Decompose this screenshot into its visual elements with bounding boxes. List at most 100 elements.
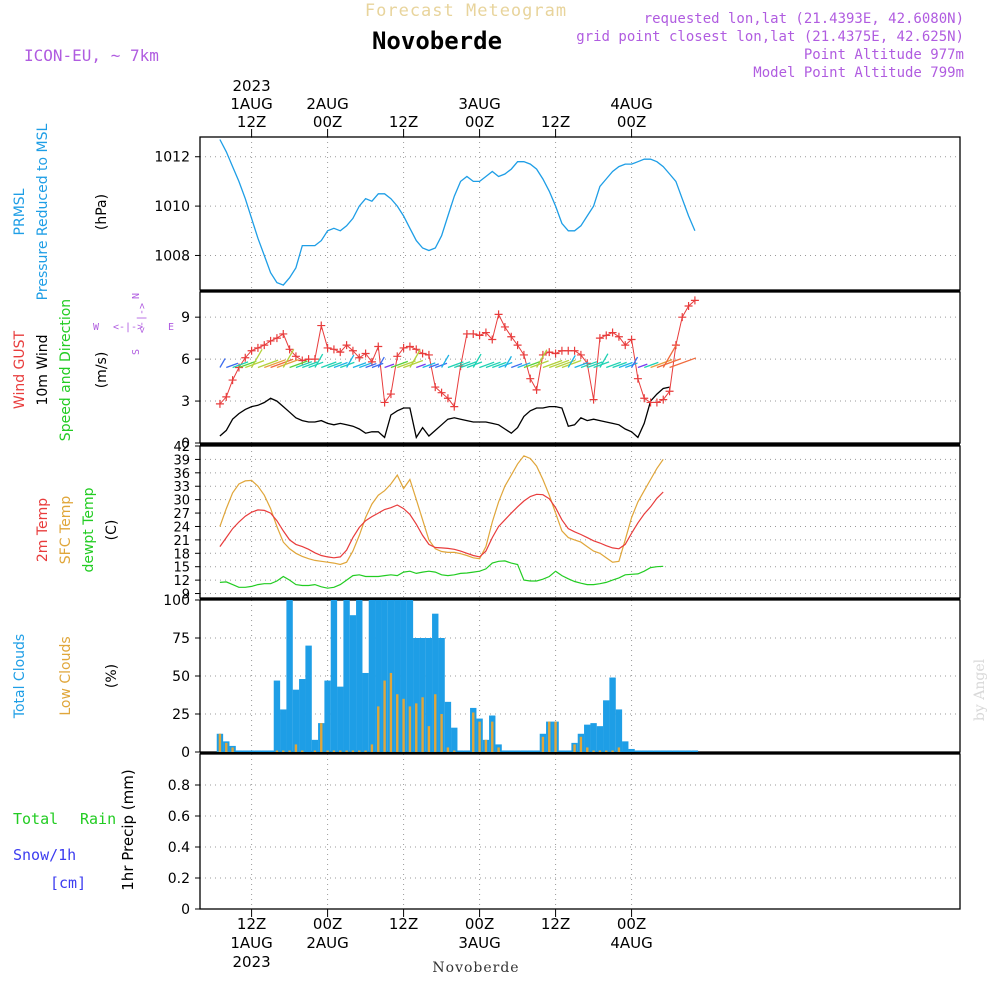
wind-gust-marker	[361, 349, 370, 358]
x-tick-label-top: 12Z	[541, 113, 570, 131]
wind-direction-arrow	[542, 359, 563, 369]
y-tick-label: 50	[172, 669, 190, 685]
x-date-label-bottom: 4AUG	[610, 934, 652, 952]
wind-gust-marker	[570, 346, 579, 355]
total-cloud-bar	[615, 709, 623, 752]
wind-gust-marker	[614, 332, 623, 341]
compass-e: E	[168, 322, 174, 333]
wind-gust-marker	[659, 395, 668, 404]
wind-gust-marker	[633, 374, 642, 383]
wind-direction-arrow	[409, 349, 421, 368]
panel-frame-pressure	[199, 136, 961, 291]
y-tick-label: 100	[163, 593, 190, 609]
y-tick-label: 1010	[154, 199, 190, 215]
wind-gust-marker	[513, 341, 522, 350]
low-cloud-bar	[351, 750, 355, 752]
total-cloud-bar	[457, 750, 464, 752]
total-cloud-bar	[691, 750, 699, 752]
wind-gust-marker	[374, 342, 383, 351]
wind-gust-marker	[253, 343, 262, 352]
low-cloud-bar	[478, 721, 481, 752]
y-tick-label: 0.8	[168, 778, 190, 794]
y-tick-label: 33	[173, 480, 190, 495]
chart-title: Forecast Meteogram	[365, 1, 567, 21]
y-tick-label: 9	[182, 588, 190, 603]
wind-label-speed: Speed and Direction	[58, 299, 74, 441]
wind-direction-arrow	[625, 362, 638, 369]
wind-label-10m: 10m Wind	[35, 334, 51, 405]
wind-gust-marker	[272, 334, 281, 343]
low-cloud-bar	[491, 721, 494, 752]
wind-direction-arrow	[327, 361, 342, 369]
wind-gust-marker	[494, 310, 503, 319]
y-tick-label: 0	[181, 436, 190, 452]
total-cloud-bar	[280, 709, 287, 752]
precip-label-cm: [cm]	[50, 874, 86, 892]
wind-gust-marker	[342, 341, 351, 350]
wind-direction-arrow	[416, 363, 426, 369]
wind-direction-arrow	[612, 361, 627, 369]
x-tick-label-top: 00Z	[313, 113, 342, 131]
low-cloud-bar	[586, 747, 589, 752]
total-cloud-bar	[501, 750, 509, 752]
wind-direction-arrow	[390, 360, 409, 369]
low-cloud-bar	[345, 750, 348, 752]
total-cloud-bar	[394, 600, 401, 752]
wind-direction-arrow	[669, 357, 697, 369]
low-cloud-bar	[389, 672, 393, 752]
wind-gust-marker	[519, 350, 528, 359]
total-cloud-bar	[558, 750, 566, 752]
wind-direction-arrow	[536, 349, 548, 368]
wind-gust-marker	[431, 383, 440, 392]
total-cloud-bar	[419, 638, 426, 752]
wind-direction-arrow	[251, 348, 263, 368]
y-tick-label: 0	[181, 745, 190, 761]
low-cloud-bar	[218, 733, 222, 752]
wind-direction-arrow	[549, 359, 570, 369]
wind-gust-marker	[260, 341, 269, 350]
low-cloud-bar	[421, 697, 424, 752]
wind-direction-arrow	[428, 363, 440, 369]
wind-direction-arrow	[346, 354, 355, 368]
wind-gust-marker	[450, 402, 459, 411]
wind-gust-marker	[551, 349, 560, 358]
temp-label-sfc: SFC Temp	[58, 496, 74, 565]
wind-gust-marker	[640, 394, 649, 403]
low-cloud-bar	[225, 742, 228, 752]
wind-gust-marker	[424, 350, 433, 359]
y-tick-label: 42	[173, 440, 190, 455]
x-year-label-top: 2023	[233, 77, 271, 95]
total-cloud-bar	[432, 613, 439, 752]
total-cloud-bar	[647, 750, 654, 752]
low-cloud-bar	[364, 750, 367, 752]
total-cloud-bar	[406, 600, 414, 752]
total-cloud-bar	[603, 700, 610, 752]
wind-gust-marker	[437, 388, 446, 397]
y-tick-label: 36	[173, 467, 190, 482]
temp-label-2m: 2m Temp	[35, 498, 51, 562]
low-cloud-bar	[573, 744, 576, 752]
wind-direction-arrow	[422, 362, 436, 369]
wind-gust-marker	[500, 322, 509, 331]
total-cloud-bar	[672, 750, 680, 752]
wind-gust-marker	[317, 321, 326, 330]
low-cloud-bar	[548, 721, 551, 752]
y-tick-label: 3	[181, 394, 190, 410]
y-tick-label: 0.6	[168, 809, 190, 825]
total-cloud-bar	[242, 750, 249, 752]
total-cloud-bar	[330, 600, 338, 752]
total-cloud-bar	[248, 750, 255, 752]
wind-direction-arrow	[511, 362, 523, 369]
wind-direction-arrow	[498, 361, 513, 369]
wind-gust-marker	[405, 342, 414, 351]
y-tick-label: 25	[172, 707, 190, 723]
total-cloud-bar	[634, 750, 642, 752]
temp-label-unit: (C)	[104, 520, 120, 541]
wind-gust-marker	[684, 301, 693, 310]
wind-direction-arrow	[232, 361, 249, 369]
wind-direction-arrow	[264, 359, 286, 369]
cloud-label-unit: (%)	[104, 664, 120, 688]
x-tick-label-bottom: 00Z	[313, 915, 342, 933]
wind-gust-marker	[595, 334, 604, 343]
low-cloud-bar	[440, 714, 443, 752]
